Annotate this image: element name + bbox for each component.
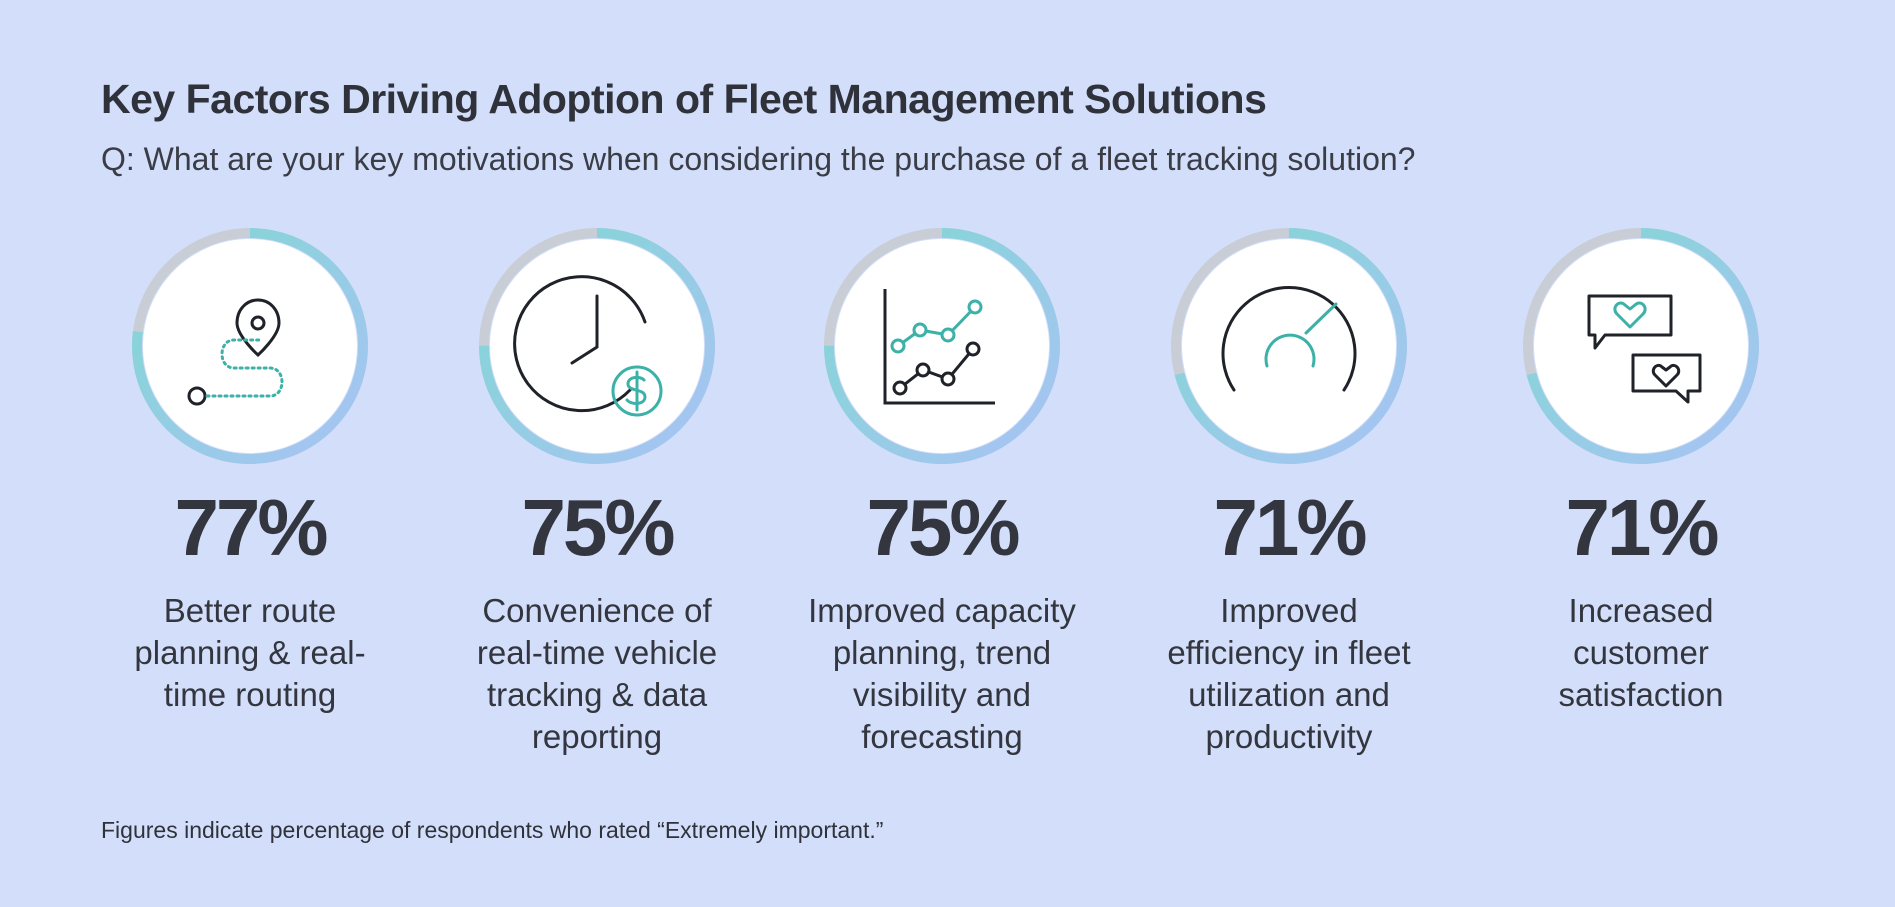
stat-label-line: planning, trend	[832, 634, 1052, 671]
stat-label-line: Convenience of	[482, 592, 712, 629]
stat-item: 71% Increased customer satisfaction	[1481, 226, 1801, 716]
stat-label-line: visibility and	[853, 676, 1031, 713]
stat-label-line: planning & real-	[134, 634, 366, 671]
stat-label-line: efficiency in fleet	[1167, 634, 1411, 671]
stat-label-line: satisfaction	[1558, 676, 1724, 713]
ring-progress-arc	[824, 228, 1060, 464]
route-map-icon	[187, 298, 284, 406]
ring-face	[835, 239, 1049, 453]
stat-label: Improved efficiency in fleet utilization a…	[1167, 590, 1410, 758]
progress-ring	[1521, 226, 1761, 466]
ring-progress-arc	[1523, 228, 1759, 464]
progress-ring-graphic	[824, 228, 1060, 464]
stat-label: Increased customer satisfaction	[1558, 590, 1723, 716]
stat-percentage: 71%	[1213, 483, 1367, 572]
stat-item: 77% Better route planning & real-time rout…	[90, 226, 410, 716]
ring-progress-arc	[1171, 228, 1407, 464]
stat-label: Convenience of real-time vehicle tracking …	[477, 590, 717, 758]
ring-face	[1534, 239, 1748, 453]
stat-percentage: 71%	[1565, 483, 1719, 572]
stat-item: 75% Improved capacity planning, trend visib…	[782, 226, 1102, 758]
line-chart-icon	[883, 289, 995, 405]
stat-label: Better route planning & real-time routing	[134, 590, 365, 716]
ring-face	[1182, 239, 1396, 453]
ring-progress-arc	[479, 228, 715, 464]
stat-label-line: Better route	[163, 592, 337, 629]
progress-ring	[477, 226, 717, 466]
stat-item: 75% Convenience of real-time vehicle tracki…	[437, 226, 757, 758]
progress-ring	[130, 226, 370, 466]
gauge-icon	[1221, 286, 1357, 392]
stat-label-line: Increased	[1568, 592, 1714, 629]
progress-ring-graphic	[479, 228, 715, 464]
stat-label-line: tracking & data	[486, 676, 708, 713]
progress-ring-graphic	[1523, 228, 1759, 464]
stat-label-line: productivity	[1205, 718, 1373, 755]
stat-label-line: reporting	[531, 718, 663, 755]
stat-percentage: 75%	[866, 483, 1020, 572]
footnote: Figures indicate percentage of responden…	[101, 817, 884, 843]
progress-ring	[822, 226, 1062, 466]
stat-label: Improved capacity planning, trend visibili…	[808, 590, 1076, 758]
stat-label-line: Improved capacity	[808, 592, 1076, 629]
stat-label-line: time routing	[163, 676, 337, 713]
stat-label-line: real-time vehicle	[476, 634, 718, 671]
stat-label-line: Improved	[1220, 592, 1358, 629]
progress-ring	[1169, 226, 1409, 466]
stat-percentage: 75%	[521, 483, 675, 572]
survey-question: Q: What are your key motivations when co…	[101, 141, 1416, 177]
chat-hearts-icon	[1587, 294, 1702, 404]
stat-item: 71% Improved efficiency in fleet utilizatio…	[1129, 226, 1449, 758]
stat-label-line: forecasting	[861, 718, 1023, 755]
progress-ring-graphic	[1171, 228, 1407, 464]
clock-dollar-icon	[513, 275, 663, 417]
ring-progress-arc	[132, 228, 368, 464]
progress-ring-graphic	[132, 228, 368, 464]
stat-label-line: customer	[1573, 634, 1709, 671]
page-title: Key Factors Driving Adoption of Fleet Ma…	[101, 76, 1267, 122]
stat-percentage: 77%	[174, 483, 328, 572]
stat-label-line: utilization and	[1188, 676, 1390, 713]
